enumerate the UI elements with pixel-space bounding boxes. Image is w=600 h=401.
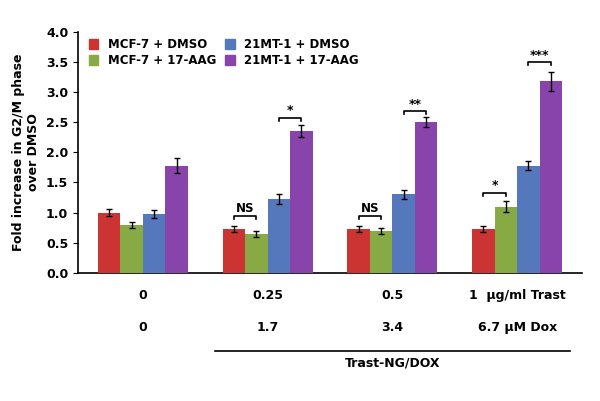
Bar (121, 225, 143, 273)
Text: 6.7 μM Dox: 6.7 μM Dox (478, 321, 557, 334)
Bar (370, 231, 392, 273)
Bar (290, 131, 313, 273)
Bar (539, 81, 562, 273)
Text: *: * (287, 105, 293, 117)
Text: NS: NS (361, 202, 379, 215)
Text: 1  μg/ml Trast: 1 μg/ml Trast (469, 289, 566, 302)
Text: 0: 0 (139, 289, 147, 302)
Text: 3.4: 3.4 (382, 321, 403, 334)
Text: 0.5: 0.5 (381, 289, 404, 302)
Bar (347, 229, 370, 273)
Bar (392, 194, 415, 273)
Bar (517, 166, 539, 273)
Text: Trast-NG/DOX: Trast-NG/DOX (344, 357, 440, 370)
Text: ***: *** (530, 49, 550, 62)
Bar (98, 213, 121, 273)
Text: NS: NS (236, 202, 254, 215)
Text: 0: 0 (139, 321, 147, 334)
Legend: MCF-7 + DMSO, MCF-7 + 17-AAG, 21MT-1 + DMSO, 21MT-1 + 17-AAG: MCF-7 + DMSO, MCF-7 + 17-AAG, 21MT-1 + D… (84, 33, 364, 71)
Bar (494, 207, 517, 273)
Bar (415, 122, 437, 273)
Text: 0.25: 0.25 (252, 289, 283, 302)
Bar (223, 229, 245, 273)
Text: 1.7: 1.7 (256, 321, 279, 334)
Bar (143, 214, 166, 273)
Y-axis label: Fold increase in G2/M phase
over DMSO: Fold increase in G2/M phase over DMSO (13, 54, 40, 251)
Bar (268, 199, 290, 273)
Bar (245, 233, 268, 273)
Bar (166, 166, 188, 273)
Text: *: * (491, 179, 498, 192)
Bar (472, 229, 494, 273)
Text: **: ** (409, 98, 421, 111)
